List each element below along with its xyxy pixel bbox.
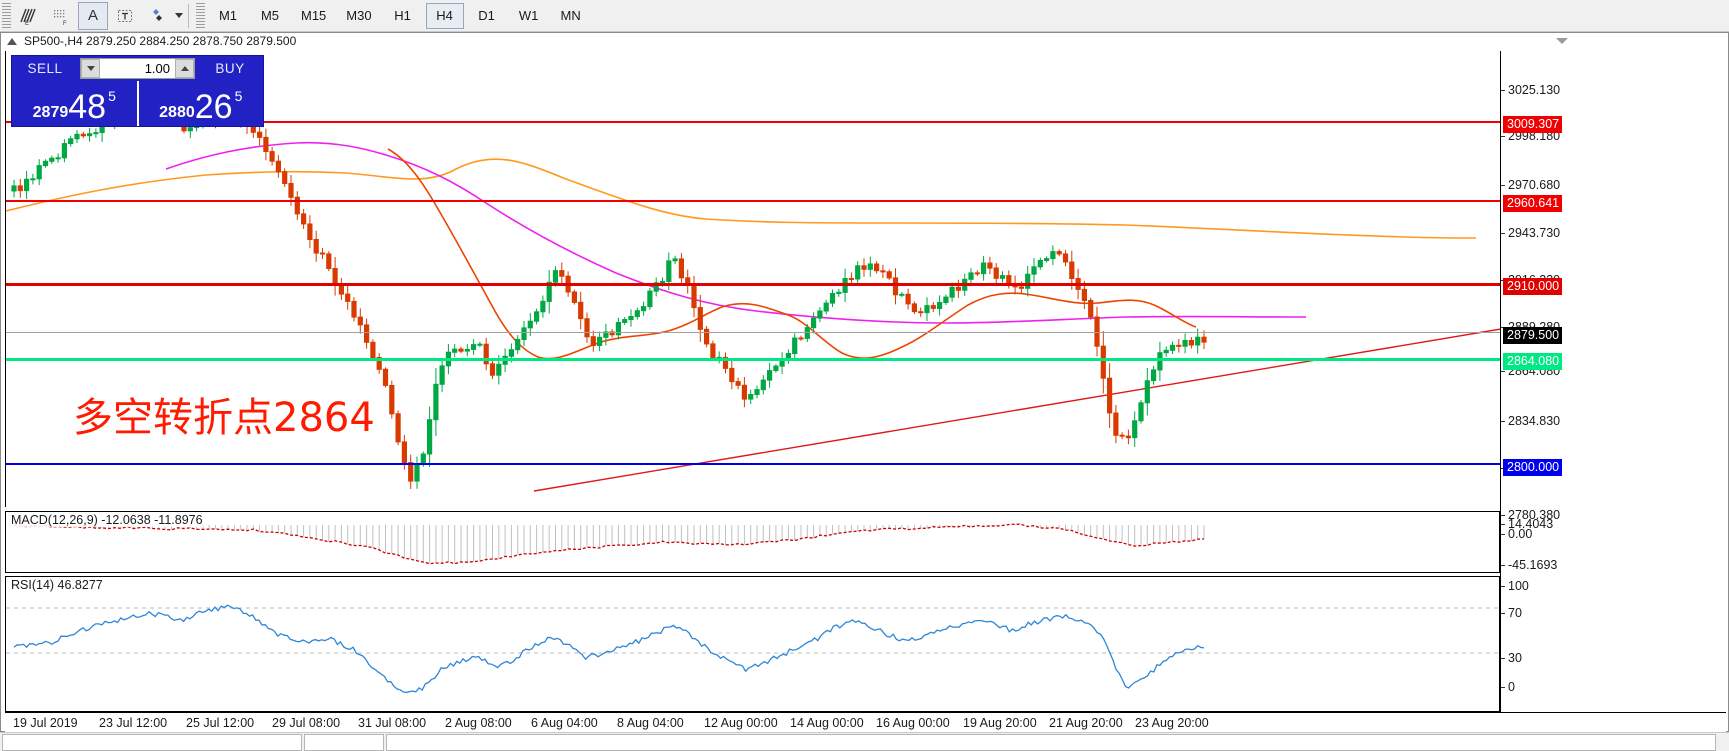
- buy-price-decimal: 26: [194, 88, 233, 126]
- sell-button[interactable]: SELL: [27, 61, 63, 76]
- time-tick-label: 19 Jul 2019: [13, 716, 78, 730]
- time-tick-label: 2 Aug 08:00: [445, 716, 512, 730]
- rsi-label: RSI(14) 46.8277: [11, 578, 103, 592]
- status-cell-3: [386, 733, 1716, 751]
- timeframe-button-h1[interactable]: H1: [394, 8, 411, 23]
- time-tick-label: 29 Jul 08:00: [272, 716, 341, 730]
- time-tick-label: 6 Aug 04:00: [531, 716, 598, 730]
- time-tick-label: 23 Jul 12:00: [99, 716, 168, 730]
- volume-decrease-button[interactable]: [81, 59, 100, 78]
- macd-label: MACD(12,26,9) -12.0638 -11.8976: [11, 513, 203, 527]
- resistance-level-tag[interactable]: 3009.307: [1503, 116, 1563, 133]
- triangle-up-icon: [7, 37, 17, 45]
- chart-text-annotation[interactable]: 多空转折点2864: [73, 395, 375, 441]
- buy-price-integer: 2880: [159, 104, 195, 121]
- time-tick-label: 23 Aug 20:00: [1135, 716, 1209, 730]
- sell-price-decimal: 48: [68, 88, 107, 126]
- arrow-up-icon: [180, 66, 189, 71]
- time-tick-label: 14 Aug 00:00: [790, 716, 864, 730]
- price-tick-label: 2970.680: [1500, 178, 1561, 192]
- toolbar-grip[interactable]: [2, 2, 11, 29]
- rsi-tick-label: 70: [1501, 606, 1522, 620]
- timeframe-bar-grip[interactable]: [196, 2, 205, 29]
- price-level-line[interactable]: [6, 121, 1501, 123]
- time-axis[interactable]: 19 Jul 2019 23 Jul 12:00 25 Jul 12:00 29 Ju…: [5, 712, 1726, 732]
- trade-panel-top-row: SELL 1.00 BUY: [12, 56, 263, 81]
- price-tick-label: 3025.130: [1500, 83, 1561, 97]
- rsi-plot: [6, 604, 1499, 694]
- time-tick-label: 8 Aug 04:00: [617, 716, 684, 730]
- volume-stepper[interactable]: 1.00: [80, 58, 195, 79]
- macd-tick-label: -45.1693: [1500, 558, 1558, 572]
- chart-window: SP500-,H4 2879.250 2884.250 2878.750 287…: [0, 32, 1729, 732]
- text-label-icon[interactable]: [110, 2, 140, 30]
- macd-tick-label: 0.00: [1500, 527, 1533, 541]
- time-tick-label: 16 Aug 00:00: [876, 716, 950, 730]
- timeframe-button-m1[interactable]: M1: [218, 8, 238, 23]
- price-chart-pane[interactable]: [5, 51, 1501, 507]
- buy-price-display[interactable]: 2880 26 5: [136, 81, 264, 126]
- one-click-trading-panel[interactable]: SELL 1.00 BUY 2879 48 5 2880 26 5: [11, 55, 264, 127]
- time-tick-label: 12 Aug 00:00: [704, 716, 778, 730]
- price-axis[interactable]: 3025.1302998.1802970.6802943.7302916.230…: [1500, 51, 1726, 712]
- svg-text:E: E: [25, 21, 29, 26]
- buy-button[interactable]: BUY: [215, 61, 245, 76]
- price-level-line[interactable]: [6, 332, 1501, 333]
- status-cell-2: [304, 733, 384, 751]
- sell-price-display[interactable]: 2879 48 5: [12, 81, 137, 126]
- volume-input[interactable]: 1.00: [100, 59, 175, 78]
- timeframe-button-d1[interactable]: D1: [478, 8, 495, 23]
- time-tick-label: 25 Jul 12:00: [186, 716, 255, 730]
- price-tick-label: 2943.730: [1500, 226, 1561, 240]
- support-level-tag[interactable]: 2864.080: [1503, 353, 1563, 370]
- volume-increase-button[interactable]: [175, 59, 194, 78]
- last-price-tag[interactable]: 2879.500: [1503, 327, 1563, 344]
- sell-price-fraction: 5: [108, 88, 116, 104]
- arrow-down-icon: [86, 66, 95, 71]
- collapse-caret-icon[interactable]: [1556, 38, 1568, 44]
- indicators-icon[interactable]: E: [14, 2, 44, 30]
- price-level-line[interactable]: [6, 200, 1501, 202]
- chevron-down-icon[interactable]: [175, 13, 183, 18]
- trade-panel-prices: 2879 48 5 2880 26 5: [12, 81, 263, 126]
- timeframe-button-m15[interactable]: M15: [301, 8, 327, 23]
- svg-text:F: F: [63, 21, 67, 26]
- rsi-pane[interactable]: RSI(14) 46.8277: [5, 576, 1500, 712]
- price-tick-label: 2780.380: [1500, 508, 1561, 522]
- chart-toolbar: E F A: [0, 0, 1729, 32]
- rsi-tick-label: 30: [1501, 651, 1522, 665]
- symbol-ohlc-label: SP500-,H4 2879.250 2884.250 2878.750 287…: [24, 34, 297, 48]
- price-level-line[interactable]: [6, 463, 1501, 465]
- time-tick-label: 19 Aug 20:00: [963, 716, 1037, 730]
- sell-price-integer: 2879: [32, 104, 69, 121]
- time-tick-label: 31 Jul 08:00: [358, 716, 427, 730]
- objects-icon[interactable]: [142, 2, 172, 30]
- price-candles: [6, 102, 1501, 492]
- text-tool-icon[interactable]: A: [78, 1, 108, 30]
- macd-pane[interactable]: MACD(12,26,9) -12.0638 -11.8976: [5, 511, 1500, 573]
- rsi-tick-label: 0: [1501, 680, 1515, 694]
- status-bar: [0, 732, 1729, 751]
- resistance-level-tag[interactable]: 2910.000: [1503, 278, 1563, 295]
- timeframe-button-h4[interactable]: H4: [425, 2, 464, 29]
- status-cell-1: [2, 733, 302, 751]
- timeframe-button-mn[interactable]: MN: [560, 8, 581, 23]
- buy-price-fraction: 5: [234, 88, 243, 104]
- crosshair-icon[interactable]: F: [46, 2, 76, 30]
- price-tick-label: 2834.830: [1500, 414, 1561, 428]
- timeframe-button-m30[interactable]: M30: [346, 8, 372, 23]
- chart-symbol-header: SP500-,H4 2879.250 2884.250 2878.750 287…: [1, 33, 1728, 49]
- support-level-tag[interactable]: 2800.000: [1503, 459, 1563, 476]
- macd-tick-label: 14.4043: [1500, 517, 1554, 531]
- rsi-tick-label: 100: [1501, 579, 1529, 593]
- macd-plot: [13, 523, 1205, 565]
- time-tick-label: 21 Aug 20:00: [1049, 716, 1123, 730]
- price-level-line[interactable]: [6, 358, 1501, 361]
- toolbar-divider: [188, 3, 189, 28]
- price-level-line[interactable]: [6, 283, 1501, 286]
- timeframe-button-w1[interactable]: W1: [518, 8, 539, 23]
- resistance-level-tag[interactable]: 2960.641: [1503, 195, 1563, 212]
- timeframe-button-m5[interactable]: M5: [260, 8, 280, 23]
